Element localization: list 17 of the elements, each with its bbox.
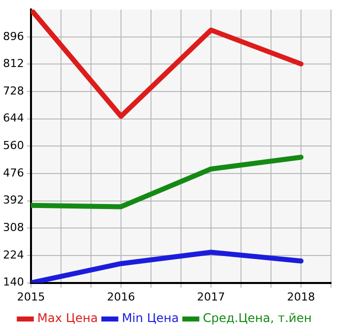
x-tick-label: 2016 bbox=[107, 290, 135, 304]
y-tick-label: 812 bbox=[2, 57, 24, 70]
y-tick-label: 224 bbox=[2, 248, 24, 262]
x-tick-label: 2018 bbox=[287, 290, 315, 304]
y-tick-label: 140 bbox=[2, 276, 24, 289]
x-tick-label: 2017 bbox=[197, 290, 225, 304]
y-tick-label: 560 bbox=[2, 139, 24, 152]
x-tick-label: 2015 bbox=[16, 290, 45, 304]
legend-label: Min Цена bbox=[122, 311, 179, 326]
y-tick-label: 728 bbox=[2, 84, 24, 98]
legend-label: Max Цена bbox=[37, 311, 98, 326]
y-tick-label: 392 bbox=[2, 194, 24, 207]
y-tick-label: 308 bbox=[2, 221, 24, 234]
y-tick-label: 644 bbox=[2, 112, 24, 125]
legend-label: Сред.Цена, т.йен bbox=[202, 311, 312, 326]
y-tick-label: 896 bbox=[2, 30, 24, 43]
y-tick-label: 476 bbox=[2, 166, 24, 180]
